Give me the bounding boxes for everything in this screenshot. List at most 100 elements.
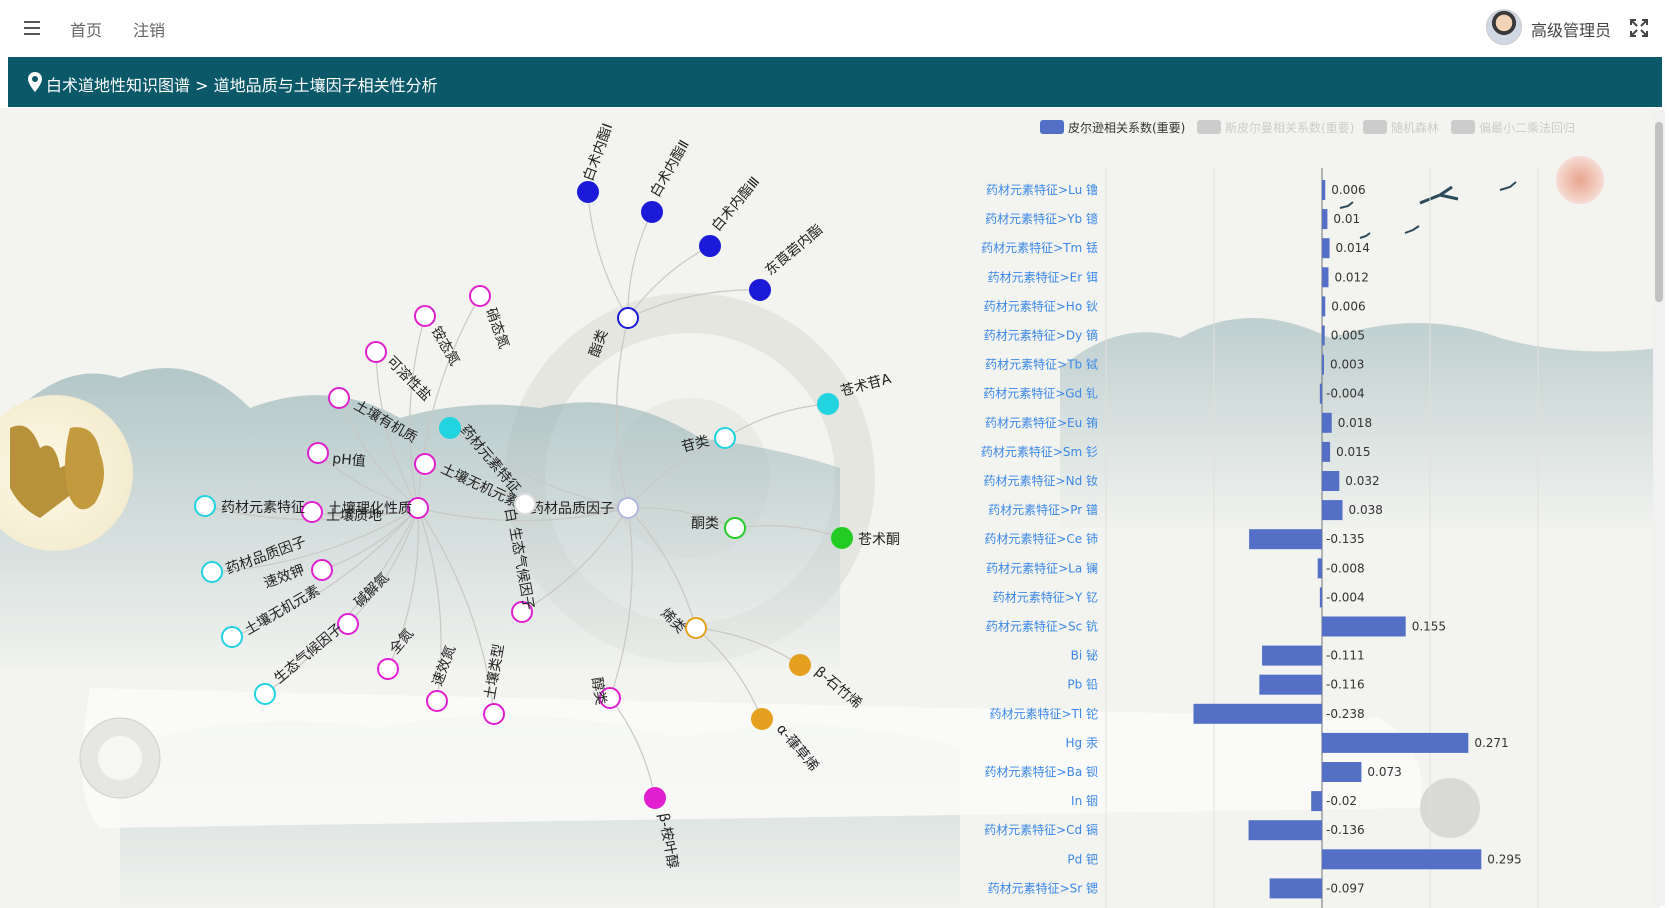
bar-value-label: 0.006 xyxy=(1331,183,1365,197)
graph-edge xyxy=(264,507,419,695)
graph-node-circle[interactable] xyxy=(724,517,746,539)
graph-node-circle[interactable] xyxy=(599,687,621,709)
bar[interactable] xyxy=(1322,325,1325,346)
user-name[interactable]: 高级管理员 xyxy=(1531,21,1612,40)
graph-node-circle[interactable] xyxy=(789,654,811,676)
correlation-bar-chart[interactable]: 药材元素特征>Lu 镥 0.006 药材元素特征>Yb 镱 0.01 药材元素特征>Tm… xyxy=(0,108,1660,908)
graph-node-circle[interactable] xyxy=(751,708,773,730)
graph-node-circle[interactable] xyxy=(377,658,399,680)
graph-edge xyxy=(347,507,419,625)
bar[interactable] xyxy=(1319,383,1322,404)
graph-node[interactable]: 苍术酮 xyxy=(831,527,900,549)
graph-node[interactable]: 烯类 xyxy=(657,606,707,639)
bar[interactable] xyxy=(1193,703,1322,724)
graph-node-label: 土壤质地 xyxy=(326,507,382,524)
graph-node-circle[interactable] xyxy=(831,527,853,549)
graph-node-circle[interactable] xyxy=(469,285,491,307)
bar[interactable] xyxy=(1322,238,1330,259)
graph-node[interactable]: pH值 xyxy=(307,442,366,470)
graph-node-circle[interactable] xyxy=(714,427,736,449)
bar[interactable] xyxy=(1319,587,1322,608)
graph-node-circle[interactable] xyxy=(301,501,323,523)
graph-node-circle[interactable] xyxy=(365,341,387,363)
graph-node-label: 药材元素特征 xyxy=(221,500,305,516)
graph-node-circle[interactable] xyxy=(439,417,461,439)
bar[interactable] xyxy=(1322,762,1362,782)
graph-node-circle[interactable] xyxy=(617,307,639,329)
legend-item[interactable]: 斯皮尔曼相关系数(重要) xyxy=(1197,120,1354,135)
graph-node-circle[interactable] xyxy=(685,617,707,639)
bar[interactable] xyxy=(1259,674,1322,695)
bar[interactable] xyxy=(1262,645,1322,666)
graph-node-circle[interactable] xyxy=(194,495,216,517)
bar[interactable] xyxy=(1322,354,1324,375)
graph-node-circle[interactable] xyxy=(328,387,350,409)
graph-node-circle[interactable] xyxy=(749,279,771,301)
graph-node-circle[interactable] xyxy=(514,493,536,515)
bar[interactable] xyxy=(1322,296,1326,317)
graph-node-circle[interactable] xyxy=(426,690,448,712)
nav-home-link[interactable]: 首页 xyxy=(70,21,103,40)
graph-node-circle[interactable] xyxy=(577,181,599,203)
graph-node-circle[interactable] xyxy=(307,442,329,464)
graph-node-circle[interactable] xyxy=(699,235,721,257)
bar[interactable] xyxy=(1311,791,1322,812)
graph-node-circle[interactable] xyxy=(407,497,429,519)
graph-edge xyxy=(627,507,697,629)
bar[interactable] xyxy=(1269,878,1322,899)
bar[interactable] xyxy=(1322,616,1406,637)
graph-node[interactable]: 药材品质因子 xyxy=(530,497,639,519)
page-title: 白术道地性知识图谱 > 道地品质与土壤因子相关性分析 xyxy=(46,76,438,95)
user-avatar[interactable] xyxy=(1486,9,1522,45)
graph-node-circle[interactable] xyxy=(414,453,436,475)
graph-node-circle[interactable] xyxy=(201,561,223,583)
bar[interactable] xyxy=(1322,732,1469,753)
scrollbar-thumb[interactable] xyxy=(1655,122,1663,302)
nav-logout-link[interactable]: 注销 xyxy=(133,21,166,40)
graph-node[interactable]: 土壤质地 xyxy=(301,501,382,524)
legend-item[interactable]: 皮尔逊相关系数(重要) xyxy=(1040,120,1185,135)
bar[interactable] xyxy=(1322,209,1328,230)
bar-value-label: 0.018 xyxy=(1338,416,1372,430)
graph-node[interactable]: 苷类 xyxy=(680,427,736,456)
graph-node[interactable]: 白 xyxy=(501,493,536,523)
hamburger-menu-icon[interactable] xyxy=(22,18,42,38)
graph-node-circle[interactable] xyxy=(337,613,359,635)
graph-node-circle[interactable] xyxy=(617,497,639,519)
graph-node[interactable]: 酮类 xyxy=(691,516,746,539)
legend-item[interactable]: 偏最小二乘法回归 xyxy=(1451,120,1575,135)
legend-item[interactable]: 随机森林 xyxy=(1363,120,1439,135)
graph-edge xyxy=(449,427,629,509)
bar[interactable] xyxy=(1322,180,1326,200)
graph-node-circle[interactable] xyxy=(641,201,663,223)
graph-node[interactable]: 土壤理化性质 xyxy=(328,497,429,519)
graph-edge xyxy=(609,507,633,699)
fullscreen-icon[interactable] xyxy=(1630,19,1648,37)
graph-node-circle[interactable] xyxy=(483,703,505,725)
vertical-scrollbar[interactable] xyxy=(1653,110,1665,906)
graph-node-circle[interactable] xyxy=(644,787,666,809)
graph-node-circle[interactable] xyxy=(511,601,533,623)
graph-node-circle[interactable] xyxy=(817,393,839,415)
category-label: 药材元素特征>Ba 钡 xyxy=(985,764,1098,779)
bar[interactable] xyxy=(1322,441,1331,462)
bar[interactable] xyxy=(1322,849,1482,870)
graph-node-circle[interactable] xyxy=(414,305,436,327)
bar[interactable] xyxy=(1249,529,1322,550)
bar[interactable] xyxy=(1248,820,1322,841)
graph-node[interactable]: 药材元素特征 xyxy=(194,495,305,517)
bar[interactable] xyxy=(1322,267,1329,288)
bar[interactable] xyxy=(1322,500,1343,521)
graph-node[interactable]: 醇类 xyxy=(588,676,621,709)
graph-node-circle[interactable] xyxy=(254,683,276,705)
bar[interactable] xyxy=(1317,558,1322,579)
analysis-stage: 药材品质因子 酯类 白术内酯Ⅰ 白术内酯Ⅱ 白术内酯Ⅲ 东莨菪内酯 苷类 苍术苷A 酮类 苍术酮烯… xyxy=(0,108,1660,908)
graph-node-circle[interactable] xyxy=(221,626,243,648)
category-label: 药材元素特征>Er 铒 xyxy=(988,269,1098,284)
chart-legend[interactable]: 皮尔逊相关系数(重要) 斯皮尔曼相关系数(重要) 随机森林 偏最小二乘法回归 xyxy=(0,108,1660,148)
bar[interactable] xyxy=(1322,412,1332,433)
bar[interactable] xyxy=(1322,471,1340,491)
graph-node-circle[interactable] xyxy=(311,559,333,581)
graph-edge xyxy=(627,245,711,319)
